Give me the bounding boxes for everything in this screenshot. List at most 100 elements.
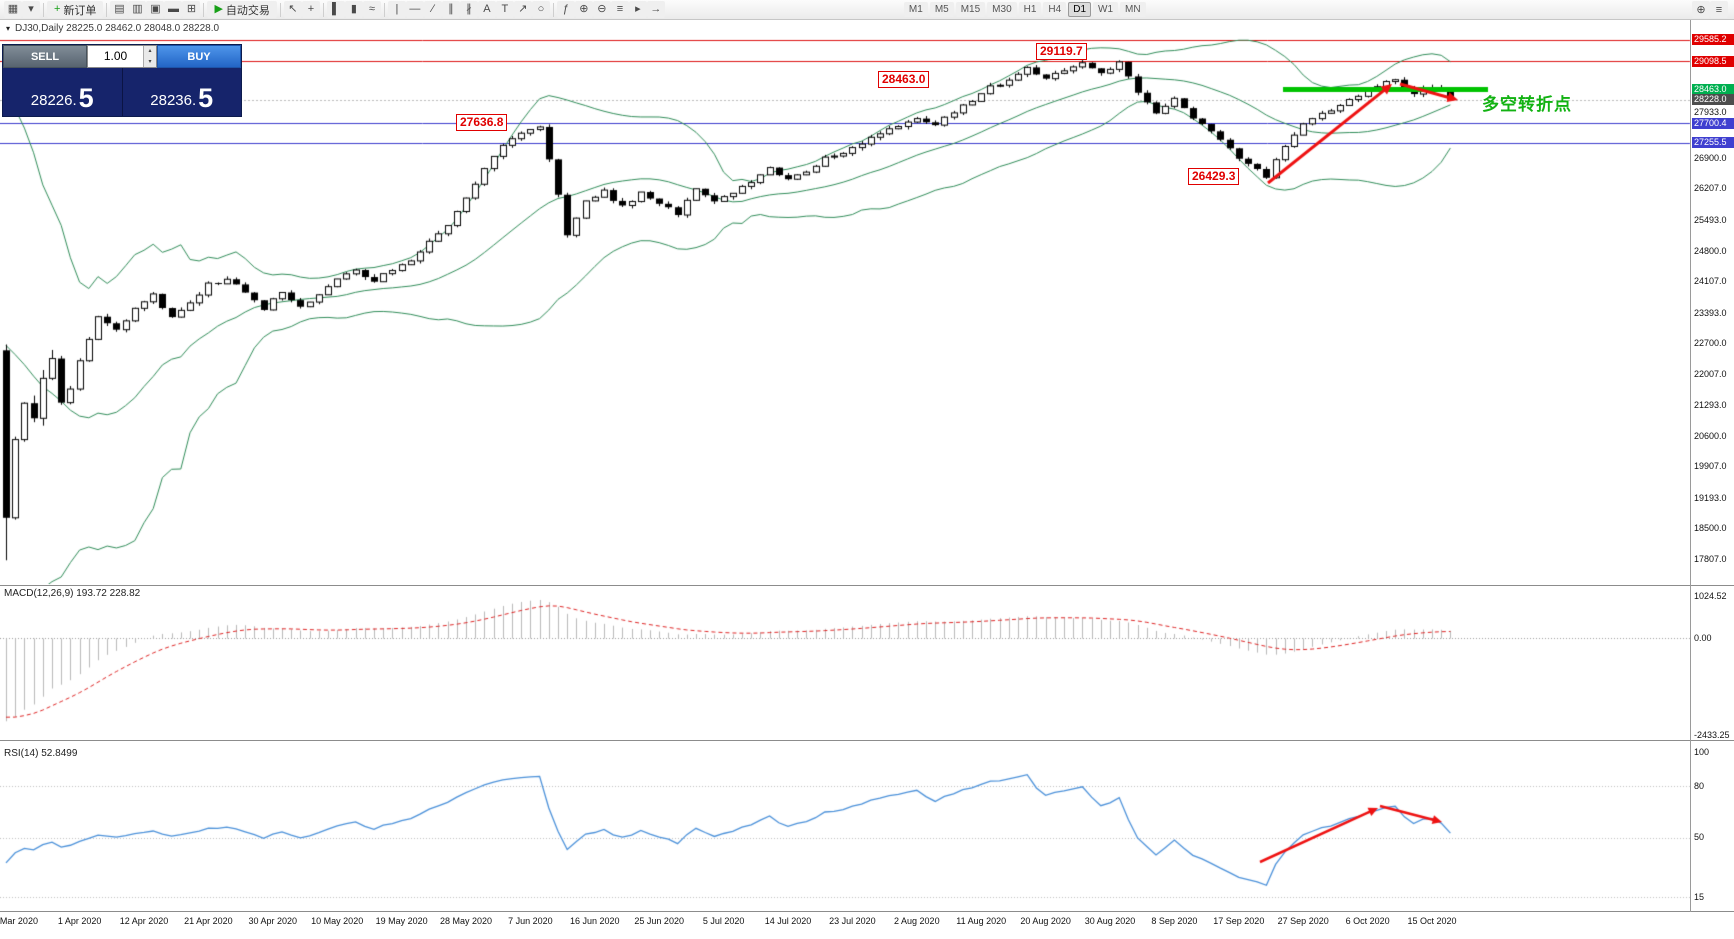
sell-price[interactable]: 28226. 5: [3, 68, 122, 116]
price-callout[interactable]: 28463.0: [878, 71, 930, 88]
price-axis-label: 26207.0: [1694, 183, 1727, 194]
price-axis: 26900.0 26207.0 25493.0 24800.0 24107.0 23393…: [1691, 0, 1734, 939]
time-axis-border: [0, 911, 1734, 912]
zoom-in-icon[interactable]: ⊕: [574, 1, 593, 18]
toolbar-separator: [43, 2, 44, 17]
search-symbol-icon[interactable]: ⊕: [1692, 1, 1710, 18]
time-axis-label: 21 Apr 2020: [184, 916, 233, 926]
bars-chart-icon[interactable]: ▌: [326, 1, 345, 18]
sell-button[interactable]: SELL: [3, 45, 87, 68]
indicators-icon[interactable]: ƒ: [556, 1, 575, 18]
navigator-icon[interactable]: ▣: [146, 1, 165, 18]
time-axis-label: 20 Aug 2020: [1020, 916, 1071, 926]
price-callout[interactable]: 29119.7: [1036, 43, 1087, 60]
volume-decrease-icon[interactable]: ▾: [144, 56, 156, 67]
label-icon[interactable]: T: [495, 1, 514, 18]
time-axis-label: 3 Mar 2020: [0, 916, 38, 926]
timeframe-button-m1[interactable]: M1: [903, 2, 928, 17]
window-menu-icon[interactable]: ≡: [1710, 1, 1728, 18]
timeframe-button-m15[interactable]: M15: [955, 2, 986, 17]
price-callout[interactable]: 27636.8: [456, 114, 508, 131]
buy-button[interactable]: BUY: [157, 45, 241, 68]
time-axis-label: 7 Jun 2020: [508, 916, 553, 926]
zoom-in-icon: ⊕: [579, 3, 589, 15]
horizontal-line-icon[interactable]: —: [405, 1, 424, 18]
macd-axis-label: 1024.52: [1694, 591, 1727, 602]
fibonacci-icon[interactable]: ∦: [459, 1, 478, 18]
chart-shift-icon[interactable]: →: [646, 1, 665, 18]
time-axis: 3 Mar 2020 1 Apr 2020 12 Apr 2020 21 Apr 20…: [0, 914, 1690, 932]
price-level-label: 27933.0: [1694, 107, 1727, 118]
crosshair-icon: +: [307, 3, 315, 15]
price-callout[interactable]: 26429.3: [1188, 168, 1240, 185]
channel-icon: ∥: [448, 3, 454, 15]
line-chart-icon[interactable]: ≈: [362, 1, 381, 18]
volume-value[interactable]: 1.00: [103, 49, 128, 63]
buy-price-big-digit: 5: [198, 82, 214, 113]
data-window-icon: ▥: [132, 3, 143, 15]
autotrade-button[interactable]: ▶ 自动交易: [207, 1, 277, 18]
rsi-axis-label: 15: [1694, 891, 1705, 902]
panel-divider[interactable]: [0, 585, 1734, 589]
timeframe-button-mn[interactable]: MN: [1120, 2, 1146, 17]
horizontal-line-icon: —: [409, 3, 421, 15]
panel-divider[interactable]: [0, 740, 1734, 744]
chart-shift-icon: →: [650, 3, 662, 15]
price-level-label: 27255.5: [1692, 137, 1734, 149]
vertical-line-icon[interactable]: |: [387, 1, 406, 18]
cursor-icon[interactable]: ↖: [283, 1, 302, 18]
timeframe-button-m5[interactable]: M5: [929, 2, 954, 17]
price-axis-label: 20600.0: [1694, 430, 1727, 441]
timeframe-button-h1[interactable]: H1: [1018, 2, 1042, 17]
auto-scroll-icon: ▸: [635, 3, 641, 15]
toolbar-separator: [383, 2, 385, 17]
price-axis-label: 18500.0: [1694, 523, 1727, 534]
timeframe-button-m30[interactable]: M30: [987, 2, 1017, 17]
time-axis-label: 1 Apr 2020: [57, 916, 102, 926]
timeframe-button-h4[interactable]: H4: [1043, 2, 1067, 17]
text-icon: A: [483, 3, 491, 15]
trendline-icon[interactable]: ∕: [423, 1, 442, 18]
arrow-object-icon[interactable]: ↗: [513, 1, 532, 18]
toolbar-separator: [279, 2, 281, 17]
panel-collapse-icon[interactable]: ▾: [6, 24, 11, 33]
time-axis-label: 11 Aug 2020: [956, 916, 1007, 926]
tile-windows-icon[interactable]: ≡: [610, 1, 629, 18]
annotation-note[interactable]: 多空转折点: [1482, 95, 1572, 114]
timeframe-button-d1[interactable]: D1: [1068, 2, 1092, 17]
toolbar-separator: [552, 2, 554, 17]
chart-list-dropdown-icon[interactable]: ▾: [22, 1, 40, 18]
channel-icon[interactable]: ∥: [441, 1, 460, 18]
new-order-icon: +: [54, 3, 61, 15]
volume-increase-icon[interactable]: ▴: [144, 46, 156, 57]
new-order-button[interactable]: + 新订单: [47, 1, 104, 18]
new-chart-icon[interactable]: ▦: [4, 1, 22, 18]
candles-chart-icon[interactable]: ▮: [344, 1, 363, 18]
price-axis-label: 19193.0: [1694, 492, 1727, 503]
timeframe-toolbar: M1 M5 M15 M30 H1 H4 D1 W1 MN: [903, 2, 1147, 17]
crosshair-icon[interactable]: +: [301, 1, 320, 18]
rsi-axis-label: 100: [1694, 746, 1710, 757]
price-level-label: 27700.4: [1692, 117, 1734, 129]
arrow-object-icon: ↗: [518, 3, 528, 15]
cursor-icon: ↖: [288, 3, 298, 15]
data-window-icon[interactable]: ▥: [128, 1, 147, 18]
terminal-icon[interactable]: ▬: [164, 1, 183, 18]
volume-spinner: ▴ ▾: [143, 46, 156, 67]
trendline-icon: ∕: [431, 3, 434, 15]
text-icon[interactable]: A: [477, 1, 496, 18]
buy-price[interactable]: 28236. 5: [121, 68, 242, 116]
zoom-out-icon[interactable]: ⊖: [592, 1, 611, 18]
strategy-tester-icon[interactable]: ⊞: [182, 1, 201, 18]
time-axis-label: 19 May 2020: [375, 916, 428, 926]
time-axis-label: 27 Sep 2020: [1277, 916, 1329, 926]
time-axis-label: 12 Apr 2020: [119, 916, 169, 926]
timeframe-button-w1[interactable]: W1: [1093, 2, 1119, 17]
market-watch-icon[interactable]: ▤: [110, 1, 129, 18]
auto-scroll-icon[interactable]: ▸: [628, 1, 647, 18]
shapes-icon[interactable]: ○: [531, 1, 550, 18]
time-axis-label: 23 Jul 2020: [829, 916, 876, 926]
volume-input[interactable]: 1.00 ▴ ▾: [87, 45, 157, 68]
price-level-label: 28463.0: [1692, 83, 1734, 95]
